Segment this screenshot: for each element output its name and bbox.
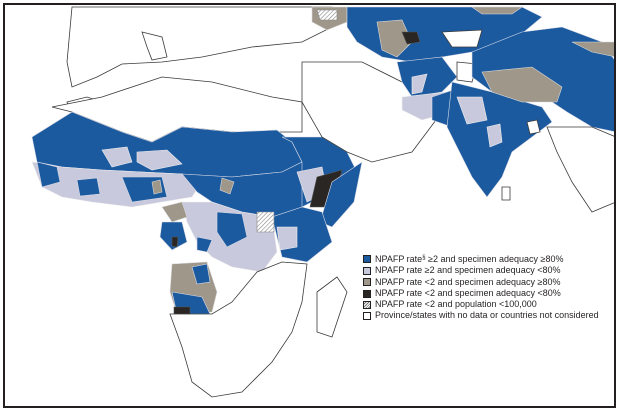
legend-item-npafp-lt2-adequacy-lt80: NPAFP rate <2 and specimen adequacy <80%: [363, 288, 599, 299]
angola-region: [169, 261, 218, 315]
china-region: [471, 26, 614, 132]
swatch-hatched-icon: [363, 300, 371, 309]
legend-item-npafp-lt2-population-lt100000: NPAFP rate <2 and population <100,000: [363, 299, 599, 310]
legend-item-npafp-ge2-adequacy-lt80: NPAFP rate ≥2 and specimen adequacy <80%: [363, 265, 599, 276]
legend-item-npafp-lt2-adequacy-ge80: NPAFP rate <2 and specimen adequacy ≥80%: [363, 277, 599, 288]
central-asia-region: [346, 6, 543, 63]
west-africa-region: [31, 161, 203, 208]
legend-item-npafp-ge2-adequacy-ge80: NPAFP rate§ ≥2 and specimen adequacy ≥80…: [363, 253, 599, 265]
swatch-black-icon: [363, 289, 371, 298]
southeast-asia-region: [501, 126, 614, 213]
legend-label: NPAFP rate <2 and population <100,000: [375, 299, 537, 310]
choropleth-map: [31, 6, 614, 398]
legend-label: NPAFP rate§ ≥2 and specimen adequacy ≥80…: [375, 254, 564, 264]
caucasus-region: [311, 6, 348, 31]
legend-label: NPAFP rate ≥2 and specimen adequacy <80%: [375, 265, 561, 276]
map-legend: NPAFP rate§ ≥2 and specimen adequacy ≥80…: [363, 253, 599, 322]
legend-label: NPAFP rate <2 and specimen adequacy ≥80%: [375, 276, 561, 287]
legend-label: NPAFP rate <2 and specimen adequacy <80%: [375, 287, 561, 298]
legend-item-no-data: Province/states with no data or countrie…: [363, 310, 599, 321]
swatch-light-lavender-icon: [363, 266, 371, 275]
map-frame: NPAFP rate§ ≥2 and specimen adequacy ≥80…: [3, 3, 616, 408]
east-africa-region: [256, 136, 363, 263]
swatch-dark-blue-icon: [363, 255, 371, 264]
sahel-region: [31, 111, 303, 178]
swatch-gray-brown-icon: [363, 278, 371, 287]
southern-africa-region: [169, 261, 348, 398]
swatch-white-icon: [363, 312, 371, 321]
india-region: [446, 61, 553, 198]
central-africa-region: [159, 161, 313, 273]
legend-label: Province/states with no data or countrie…: [375, 310, 599, 321]
